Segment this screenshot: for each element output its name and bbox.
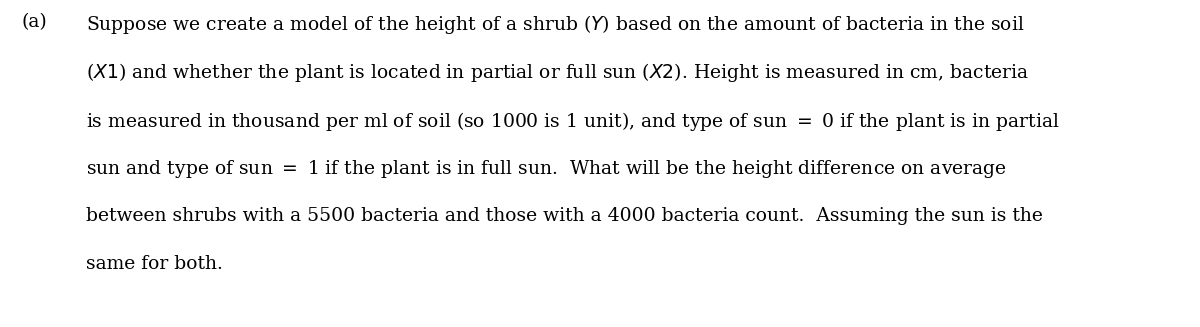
Text: same for both.: same for both. — [86, 255, 223, 273]
Text: sun and type of sun $=$ 1 if the plant is in full sun.  What will be the height : sun and type of sun $=$ 1 if the plant i… — [86, 158, 1008, 180]
Text: Suppose we create a model of the height of a shrub ($Y$) based on the amount of : Suppose we create a model of the height … — [86, 13, 1025, 36]
Text: ($X1$) and whether the plant is located in partial or full sun ($X2$). Height is: ($X1$) and whether the plant is located … — [86, 61, 1030, 84]
Text: is measured in thousand per ml of soil (so 1000 is 1 unit), and type of sun $=$ : is measured in thousand per ml of soil (… — [86, 110, 1060, 133]
Text: (a): (a) — [22, 13, 47, 31]
Text: between shrubs with a 5500 bacteria and those with a 4000 bacteria count.  Assum: between shrubs with a 5500 bacteria and … — [86, 207, 1043, 225]
